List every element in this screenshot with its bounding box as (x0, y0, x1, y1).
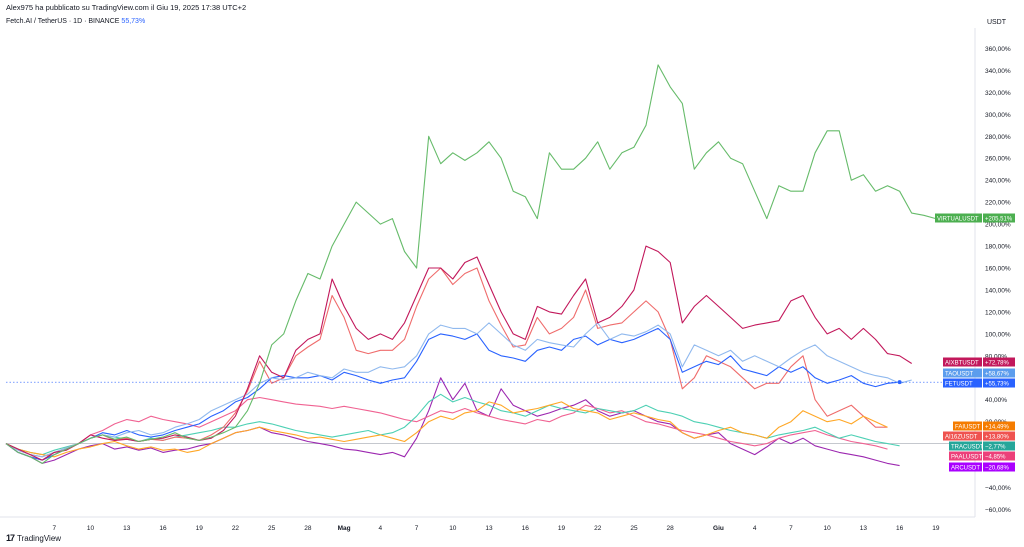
fet-last-point (897, 380, 902, 385)
series-value: +72,78% (985, 361, 1010, 367)
symbol-change: 55,73% (121, 18, 146, 25)
series-value-tag (983, 421, 1015, 431)
series-value-tag (983, 451, 1015, 461)
series-value: +205,51% (985, 217, 1013, 223)
publisher-line: Alex975 ha pubblicato su TradingView.com… (6, 3, 247, 12)
series-name: TRACUSDT (951, 445, 984, 451)
series-name-tag (943, 368, 982, 378)
x-tick-label: 25 (630, 525, 638, 532)
series-line-arcusdt (5, 377, 900, 467)
y-tick-label: 360,00% (985, 46, 1011, 53)
y-tick-label: 140,00% (985, 287, 1011, 294)
symbol-line: Fetch.AI / TetherUS · 1D · BINANCE 55,73… (6, 18, 145, 25)
series-name-tag (943, 357, 982, 367)
x-tick-label: 19 (932, 525, 940, 532)
x-tick-label: 19 (196, 525, 204, 532)
series-name-tag (949, 451, 982, 461)
x-tick-label: 13 (123, 525, 131, 532)
x-tick-label: 16 (159, 525, 167, 532)
x-tick-label: Mag (338, 525, 351, 532)
x-tick-label: 7 (52, 525, 56, 532)
series-line-virtualusdt (5, 64, 936, 464)
series-name: AI16ZUSDT (945, 435, 978, 441)
y-tick-label: 80,00% (985, 353, 1007, 360)
y-tick-label: 160,00% (985, 266, 1011, 273)
series-name: TAOUSDT (945, 372, 974, 378)
y-tick-label: 200,00% (985, 222, 1011, 229)
series-name: PAALUSDT (951, 455, 983, 461)
series-value: +14,49% (985, 425, 1010, 431)
tradingview-logo[interactable]: 17 TradingView (6, 533, 61, 543)
y-tick-label: 40,00% (985, 397, 1007, 404)
x-tick-label: 16 (896, 525, 904, 532)
series-name-tag (943, 431, 982, 441)
series-value: +55,73% (985, 382, 1010, 388)
y-tick-label: 340,00% (985, 68, 1011, 75)
series-line-faiusdt (5, 401, 888, 458)
symbol-name: Fetch.AI / TetherUS · 1D · BINANCE (6, 18, 120, 25)
y-tick-label: −40,00% (985, 485, 1011, 492)
y-tick-label: 280,00% (985, 134, 1011, 141)
series-name-tag (943, 378, 982, 388)
series-name-tag (935, 213, 982, 223)
series-value: −2,77% (985, 445, 1006, 451)
series-value: −20,68% (985, 466, 1010, 472)
y-tick-label: 220,00% (985, 200, 1011, 207)
series-value-tag (983, 368, 1015, 378)
series-value-tag (983, 213, 1015, 223)
x-tick-label: 13 (860, 525, 868, 532)
series-name: AIXBTUSDT (945, 361, 979, 367)
series-line-fetusdt (5, 327, 900, 461)
series-value-tag (983, 462, 1015, 472)
series-value-tag (983, 431, 1015, 441)
series-value-tag (983, 357, 1015, 367)
y-tick-label: 180,00% (985, 244, 1011, 251)
series-name: FETUSDT (945, 382, 973, 388)
x-tick-label: 28 (667, 525, 675, 532)
series-name-tag (953, 421, 982, 431)
series-line-tracusdt (5, 393, 900, 456)
series-value: +13,80% (985, 435, 1010, 441)
series-line-paalusdt (5, 396, 888, 461)
x-tick-label: 22 (594, 525, 602, 532)
x-tick-label: 7 (415, 525, 419, 532)
series-value-tag (983, 378, 1015, 388)
series-name: FAIUSDT (955, 425, 981, 431)
y-tick-label: 120,00% (985, 309, 1011, 316)
tradingview-logo-icon: 17 (6, 533, 15, 543)
series-name: VIRTUALUSDT (937, 217, 979, 223)
x-tick-label: Giu (713, 525, 724, 532)
x-tick-label: 4 (379, 525, 383, 532)
y-tick-label: 260,00% (985, 156, 1011, 163)
series-value: −4,85% (985, 455, 1006, 461)
price-scale-unit: USDT (986, 19, 1006, 26)
series-name: ARCUSDT (951, 466, 980, 472)
tradingview-logo-text: TradingView (17, 533, 62, 543)
y-tick-label: 320,00% (985, 90, 1011, 97)
x-tick-label: 10 (824, 525, 832, 532)
x-tick-label: 28 (304, 525, 312, 532)
y-tick-label: 100,00% (985, 331, 1011, 338)
x-tick-label: 19 (558, 525, 566, 532)
series-line-taousdt (5, 322, 912, 458)
x-tick-label: 16 (522, 525, 530, 532)
x-tick-label: 4 (753, 525, 757, 532)
series-value-tag (983, 441, 1015, 451)
series-name-tag (949, 462, 982, 472)
y-tick-label: −60,00% (985, 507, 1011, 514)
x-tick-label: 22 (232, 525, 240, 532)
x-tick-label: 7 (789, 525, 793, 532)
y-tick-label: 300,00% (985, 112, 1011, 119)
series-line-aixbtusdt (5, 245, 912, 461)
series-value: +58,67% (985, 372, 1010, 378)
x-tick-label: 25 (268, 525, 276, 532)
x-tick-label: 10 (87, 525, 95, 532)
x-tick-label: 10 (449, 525, 457, 532)
x-tick-label: 13 (485, 525, 493, 532)
y-tick-label: 240,00% (985, 178, 1011, 185)
series-line-ai16zusdt (5, 267, 888, 458)
series-name-tag (949, 441, 982, 451)
